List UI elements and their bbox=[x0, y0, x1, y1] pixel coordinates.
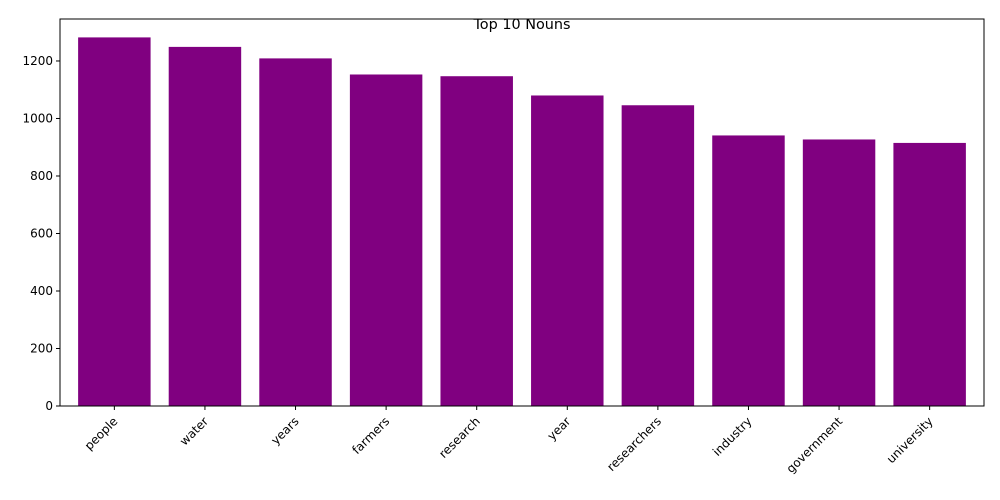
bar-years bbox=[259, 58, 332, 406]
bar-water bbox=[168, 46, 242, 406]
x-tick-label: government bbox=[784, 414, 846, 476]
bar-government bbox=[802, 139, 876, 406]
y-tick-label: 600 bbox=[30, 226, 53, 240]
y-tick-label: 1200 bbox=[22, 54, 53, 68]
x-axis: people water years farmers research year resea… bbox=[82, 406, 936, 476]
bar-university bbox=[893, 142, 966, 406]
bars-group bbox=[78, 37, 966, 407]
x-tick-label: year bbox=[545, 414, 574, 443]
bar-research bbox=[440, 76, 513, 407]
x-tick-label: water bbox=[177, 414, 211, 448]
x-tick-label: university bbox=[884, 414, 936, 466]
bar-people bbox=[78, 37, 151, 407]
y-tick-label: 0 bbox=[45, 399, 53, 413]
x-tick-label: researchers bbox=[604, 414, 664, 474]
x-tick-label: research bbox=[436, 414, 483, 461]
bar-farmers bbox=[349, 74, 423, 406]
x-tick-label: people bbox=[82, 414, 121, 453]
chart-title: Top 10 Nouns bbox=[472, 17, 570, 33]
y-tick-label: 1000 bbox=[22, 111, 53, 125]
x-tick-label: years bbox=[268, 414, 301, 447]
y-tick-label: 800 bbox=[30, 169, 53, 183]
y-tick-label: 200 bbox=[30, 341, 53, 355]
bar-researchers bbox=[621, 105, 695, 407]
x-tick-label: farmers bbox=[349, 414, 392, 457]
y-tick-label: 400 bbox=[30, 284, 53, 298]
y-axis: 0 200 400 600 800 1000 1200 bbox=[22, 54, 60, 413]
bar-industry bbox=[712, 135, 785, 407]
bar-year bbox=[531, 95, 604, 406]
x-tick-label: industry bbox=[710, 414, 755, 459]
plot-frame bbox=[59, 18, 985, 407]
